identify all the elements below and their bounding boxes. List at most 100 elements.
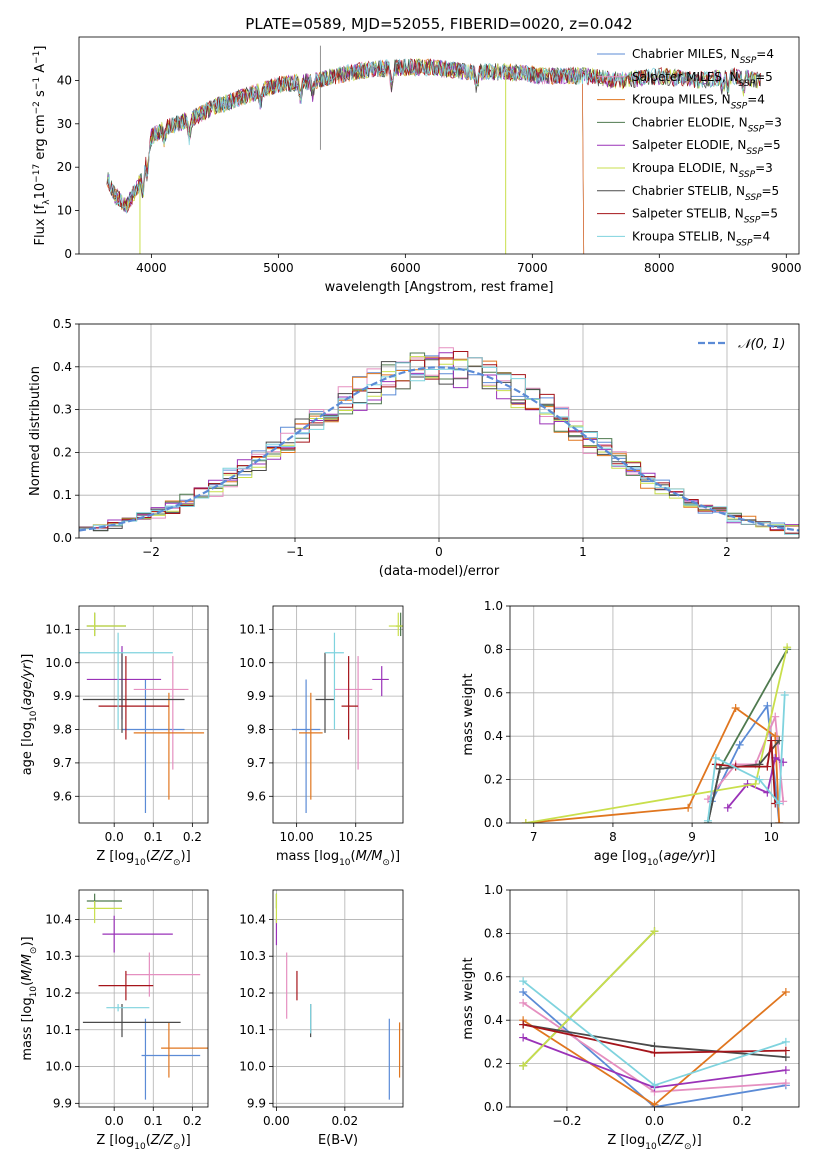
- y-tick-label: 9.7: [53, 756, 72, 770]
- y-axis-label: mass weight: [461, 957, 476, 1039]
- y-tick-label: 40: [57, 73, 72, 87]
- histogram-series: [79, 351, 799, 534]
- weight-point-marker: [771, 712, 780, 721]
- weight-point-marker: [703, 816, 712, 823]
- axes-frame: [78, 605, 209, 824]
- legend-label: 𝒩(0, 1): [738, 337, 785, 352]
- weight-point-marker: [521, 819, 530, 823]
- weight-series-line: [522, 991, 787, 1107]
- y-tick-label: 9.8: [247, 723, 266, 737]
- weight-point-marker: [519, 1061, 528, 1070]
- weight-point-marker: [650, 927, 659, 936]
- weight-point-marker: [650, 1081, 659, 1090]
- y-tick-label: 10.1: [45, 1023, 72, 1037]
- x-tick-label: 6000: [390, 261, 421, 275]
- error-bars: [79, 612, 205, 813]
- x-tick-label: 8: [609, 830, 617, 844]
- legend-label: Chabrier MILES, NSSP=4: [632, 47, 774, 66]
- y-tick-label: 1.0: [484, 599, 503, 613]
- y-tick-label: 0.6: [484, 686, 503, 700]
- x-axis-label: Z [log10(Z/Z⊙)]: [96, 849, 190, 868]
- y-tick-label: 0.4: [484, 729, 503, 743]
- weight-point-marker: [519, 987, 528, 996]
- weight-point-marker: [781, 1046, 790, 1055]
- x-tick-label: 10: [764, 830, 779, 844]
- x-tick-label: 0: [435, 545, 443, 559]
- mass-vs-extinction-panel: 0.00 0.02 9.9 10.0 10.1 10.2 10.3 10.4 E(B-V): [239, 889, 404, 1148]
- y-tick-label: 9.8: [53, 723, 72, 737]
- axes-frame: [509, 605, 800, 824]
- x-axis-label: Z [log10(Z/Z⊙)]: [607, 1133, 701, 1152]
- x-tick-label: −2: [142, 545, 160, 559]
- spectrum-series-line: [106, 59, 585, 254]
- y-tick-label: 10.0: [239, 656, 266, 670]
- x-tick-label: 0.00: [263, 1114, 290, 1128]
- histogram-steps: [79, 347, 799, 535]
- massweight-vs-age-panel: 7 8 9 10 0.0 0.2 0.4 0.6 0.8 1.0 age [log10(age/yr…: [461, 599, 800, 868]
- x-tick-label: 0.2: [733, 1114, 752, 1128]
- y-tick-label: 10.4: [239, 912, 266, 926]
- y-tick-label: 0.2: [484, 1057, 503, 1071]
- legend-label: Chabrier ELODIE, NSSP=3: [632, 115, 782, 134]
- x-tick-label: −1: [286, 545, 304, 559]
- y-tick-label: 0.4: [53, 360, 72, 374]
- weight-point-marker: [763, 701, 772, 710]
- y-tick-label: 10.4: [45, 912, 72, 926]
- weight-point-marker: [650, 1048, 659, 1057]
- weight-point-marker: [781, 1079, 790, 1088]
- weight-point-marker: [781, 1037, 790, 1046]
- y-tick-label: 0.2: [484, 773, 503, 787]
- x-tick-label: 8000: [644, 261, 675, 275]
- weight-series-line: [525, 706, 781, 823]
- x-axis-label: mass [log10(M/M⊙)]: [276, 849, 400, 868]
- y-axis-label: Flux [fλ10−17 erg cm−2 s−1 A−1]: [32, 46, 52, 246]
- legend: Chabrier MILES, NSSP=4 Salpeter MILES, NS…: [597, 47, 782, 248]
- y-tick-label: 30: [57, 117, 72, 131]
- y-tick-label: 0.2: [53, 445, 72, 459]
- x-axis-label: wavelength [Angstrom, rest frame]: [325, 280, 554, 295]
- x-tick-label: 9: [688, 830, 696, 844]
- spectrum-series-line: [106, 58, 585, 254]
- error-bars: [275, 893, 401, 1100]
- weight-point-marker: [771, 732, 780, 741]
- y-tick-label: 9.9: [53, 1096, 72, 1110]
- weight-point-marker: [735, 740, 744, 749]
- error-bars: [291, 612, 403, 813]
- x-tick-label: 9000: [771, 261, 802, 275]
- y-tick-label: 9.6: [247, 789, 266, 803]
- x-tick-label: 4000: [136, 261, 167, 275]
- x-tick-label: 10.00: [279, 830, 313, 844]
- axes-frame: [78, 36, 800, 255]
- figure-title: PLATE=0589, MJD=52055, FIBERID=0020, z=0…: [245, 15, 632, 33]
- mass-vs-metallicity-panel: 0.0 0.1 0.2 9.9 10.0 10.1 10.2 10.3 10.4 Z [log10…: [20, 889, 209, 1152]
- normal-curve: [79, 366, 799, 532]
- weight-point-marker: [650, 1100, 659, 1107]
- y-tick-label: 1.0: [484, 883, 503, 897]
- legend-label: Salpeter STELIB, NSSP=5: [632, 207, 778, 226]
- weight-point-marker: [781, 1066, 790, 1075]
- y-tick-label: 0: [64, 247, 72, 261]
- y-axis-label: age [log10(age/yr)]: [20, 654, 39, 776]
- legend-label: Salpeter ELODIE, NSSP=5: [632, 138, 781, 157]
- weight-series-line: [525, 646, 788, 823]
- x-tick-label: 2: [723, 545, 731, 559]
- weight-point-marker: [715, 764, 724, 773]
- y-tick-label: 0.4: [484, 1013, 503, 1027]
- x-tick-label: 10.25: [339, 830, 373, 844]
- x-tick-label: 0.1: [144, 1114, 163, 1128]
- weight-series-line: [522, 930, 656, 1067]
- y-tick-label: 9.9: [247, 689, 266, 703]
- x-tick-label: 0.02: [331, 1114, 358, 1128]
- legend-label: Chabrier STELIB, NSSP=5: [632, 184, 779, 203]
- weight-lines: [519, 927, 790, 1107]
- y-tick-label: 10.0: [45, 656, 72, 670]
- legend-label: Kroupa STELIB, NSSP=4: [632, 229, 770, 248]
- error-bars: [82, 893, 208, 1100]
- y-tick-label: 9.6: [53, 789, 72, 803]
- weight-point-marker: [684, 803, 693, 812]
- y-axis-label: Normed distribution: [28, 366, 43, 496]
- y-axis-label: mass [log10(M/M⊙)]: [20, 936, 39, 1060]
- y-tick-label: 10.2: [239, 986, 266, 1000]
- y-tick-label: 10.3: [45, 949, 72, 963]
- x-tick-label: 7: [530, 830, 538, 844]
